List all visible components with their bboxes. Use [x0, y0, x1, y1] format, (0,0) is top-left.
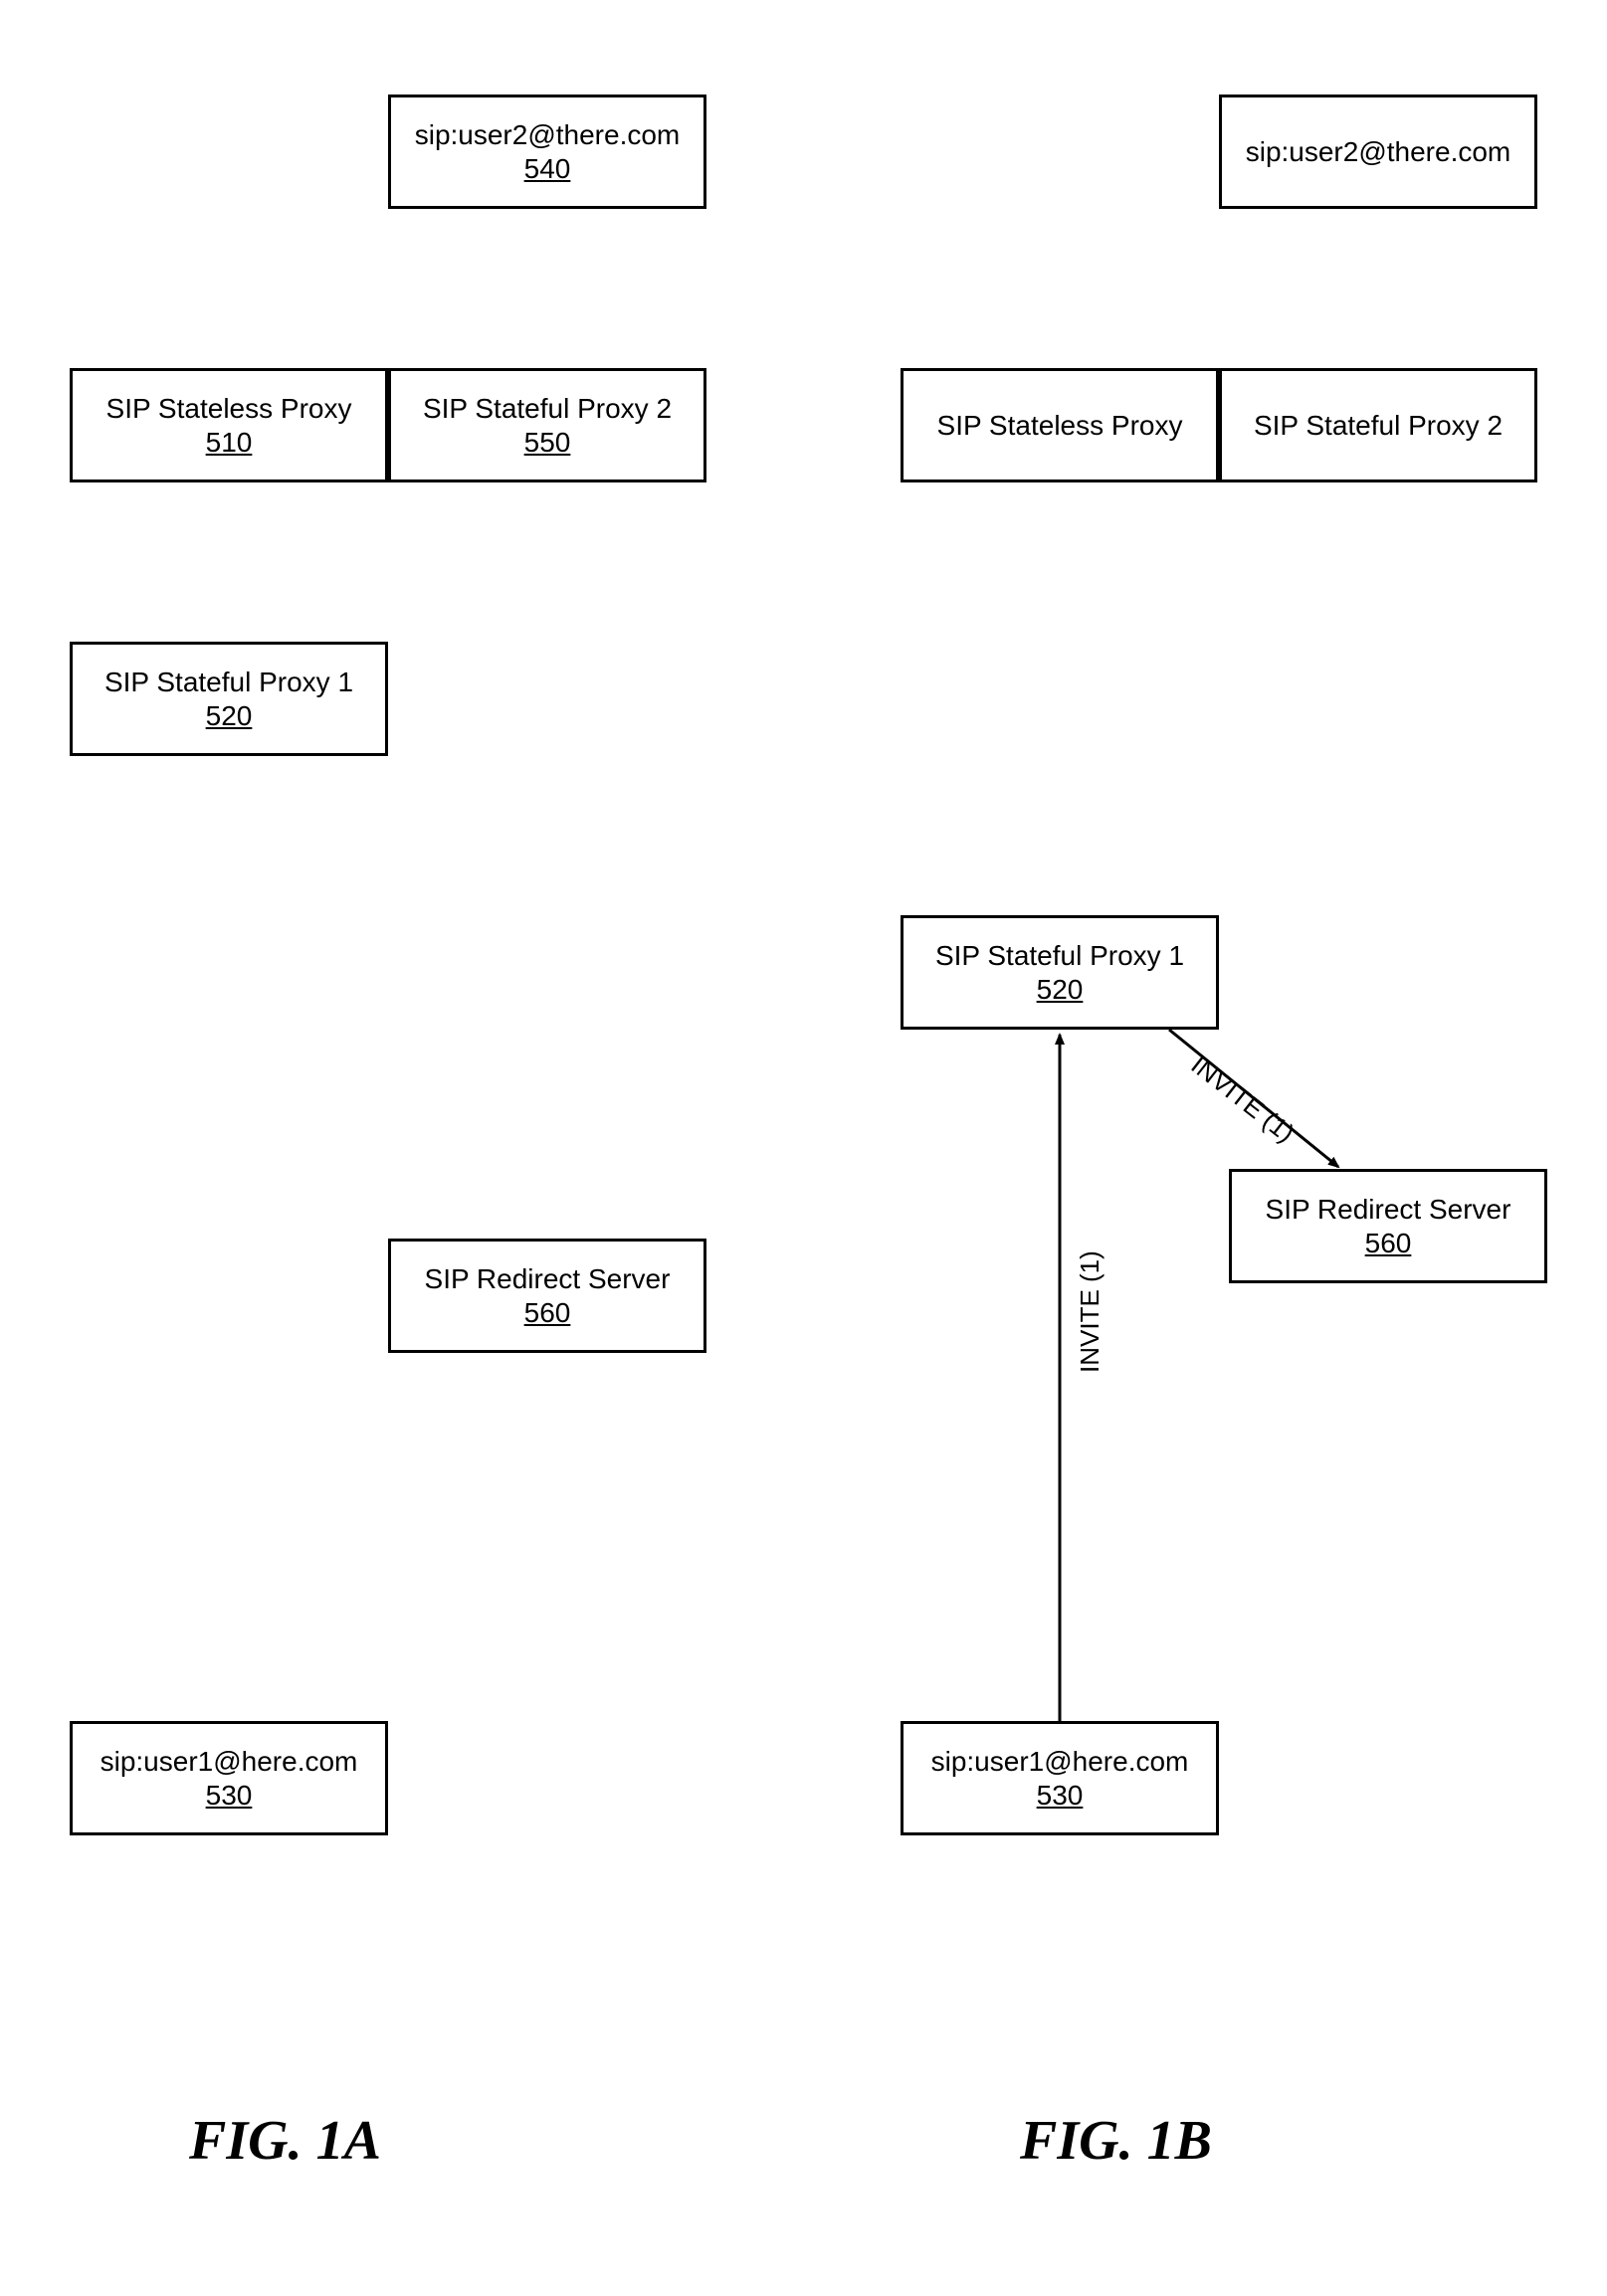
node-ref: 520: [206, 700, 253, 732]
node-label: SIP Stateless Proxy: [106, 393, 352, 425]
node-label: SIP Redirect Server: [1266, 1194, 1511, 1226]
figB-stateful-proxy-1-box: SIP Stateful Proxy 1 520: [901, 915, 1219, 1030]
figB-redirect-server-box: SIP Redirect Server 560: [1229, 1169, 1547, 1283]
figA-stateful-proxy-1-box: SIP Stateful Proxy 1 520: [70, 642, 388, 756]
node-ref: 560: [1365, 1228, 1412, 1259]
node-label: sip:user1@here.com: [931, 1746, 1189, 1778]
figA-stateful-proxy-2-box: SIP Stateful Proxy 2 550: [388, 368, 706, 482]
figB-user1-here-box: sip:user1@here.com 530: [901, 1721, 1219, 1835]
edge-label-invite-1a: INVITE (1): [1075, 1250, 1105, 1373]
figA-user2-there-box: sip:user2@there.com 540: [388, 95, 706, 209]
node-label: sip:user2@there.com: [415, 119, 681, 151]
node-label: SIP Stateful Proxy 1: [935, 940, 1184, 972]
fig-1a-label: FIG. 1A: [189, 2109, 381, 2173]
arrows-layer: [0, 0, 1607, 2296]
node-ref: 510: [206, 427, 253, 459]
node-label: SIP Stateless Proxy: [937, 410, 1183, 442]
node-label: SIP Stateful Proxy 1: [104, 667, 353, 698]
figA-redirect-server-box: SIP Redirect Server 560: [388, 1239, 706, 1353]
edge-label-invite-1b: INVITE (1): [1185, 1050, 1301, 1149]
figB-user2-there-box: sip:user2@there.com: [1219, 95, 1537, 209]
node-label: SIP Stateful Proxy 2: [1254, 410, 1503, 442]
node-ref: 530: [1037, 1780, 1084, 1812]
node-label: SIP Stateful Proxy 2: [423, 393, 672, 425]
node-label: sip:user1@here.com: [100, 1746, 358, 1778]
node-label: SIP Redirect Server: [425, 1263, 671, 1295]
fig-1b-label: FIG. 1B: [1020, 2109, 1212, 2173]
figB-stateless-proxy-box: SIP Stateless Proxy: [901, 368, 1219, 482]
node-ref: 520: [1037, 974, 1084, 1006]
node-ref: 550: [524, 427, 571, 459]
node-ref: 540: [524, 153, 571, 185]
figA-stateless-proxy-box: SIP Stateless Proxy 510: [70, 368, 388, 482]
node-label: sip:user2@there.com: [1246, 136, 1511, 168]
node-ref: 530: [206, 1780, 253, 1812]
figB-stateful-proxy-2-box: SIP Stateful Proxy 2: [1219, 368, 1537, 482]
node-ref: 560: [524, 1297, 571, 1329]
figA-user1-here-box: sip:user1@here.com 530: [70, 1721, 388, 1835]
